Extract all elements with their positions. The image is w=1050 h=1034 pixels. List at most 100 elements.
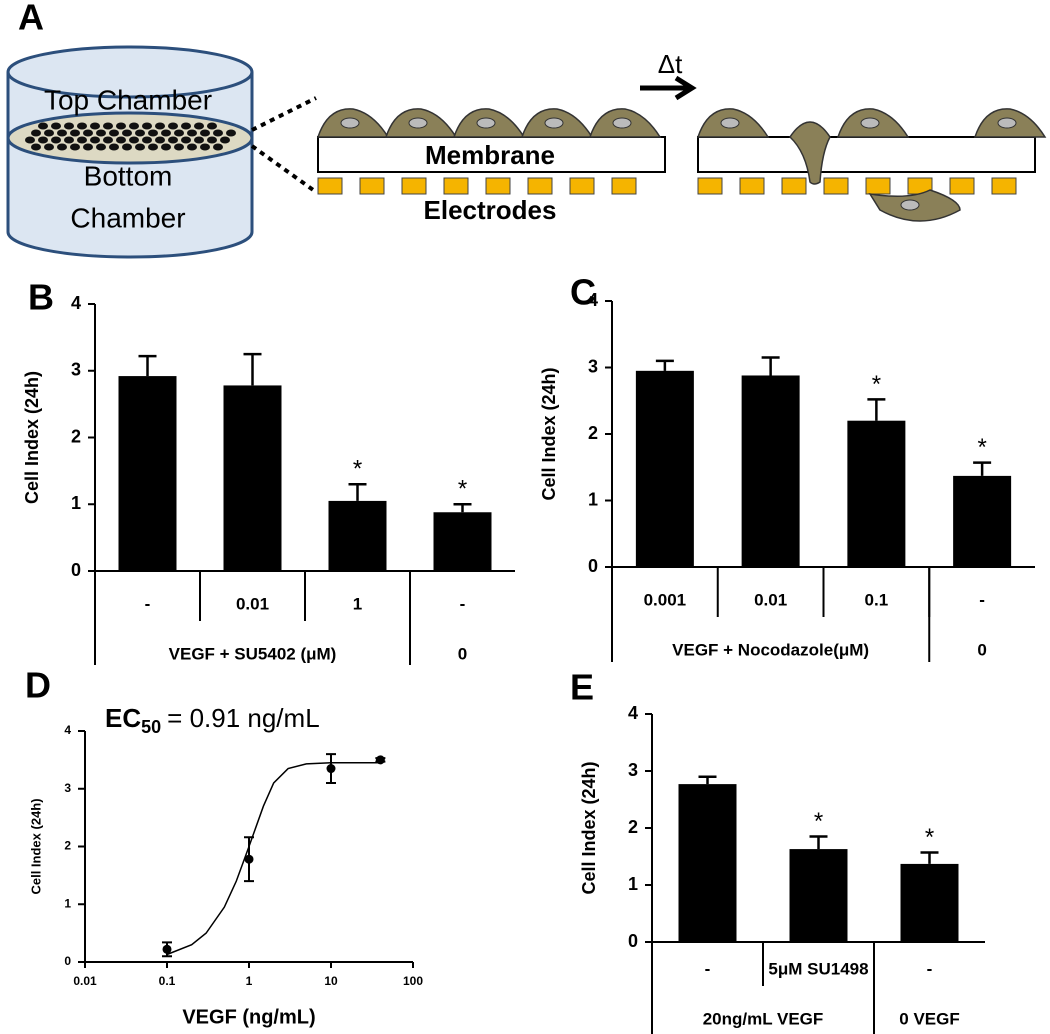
y-tick-label: 1 [64, 896, 71, 910]
pore [51, 136, 61, 144]
pore [181, 122, 191, 130]
panel-label: D [25, 665, 51, 706]
error-bar [809, 835, 828, 850]
x-tick-label: 0.01 [73, 974, 97, 988]
pore [142, 136, 152, 144]
pore [174, 143, 184, 151]
pore [109, 143, 119, 151]
y-tick-label: 1 [588, 489, 598, 509]
significance: * [872, 371, 881, 398]
pore [96, 143, 106, 151]
panel-a: A Top Chamber Bottom Chamber Membrane El… [6, 0, 1047, 259]
pore [44, 129, 54, 137]
pore [207, 136, 217, 144]
cells [316, 108, 1047, 222]
bar [847, 420, 906, 567]
y-axis-label: Cell Index (24h) [28, 798, 43, 894]
electrode [949, 177, 975, 195]
pore [168, 122, 178, 130]
pore [148, 143, 158, 151]
electrode [485, 177, 511, 195]
pore [187, 129, 197, 137]
x-tick-label: 0.1 [865, 590, 889, 609]
pore [174, 129, 184, 137]
label: Membrane [425, 140, 555, 170]
x-tick-label: 0.1 [159, 974, 176, 988]
membrane [317, 136, 666, 173]
x-tick-label: 10 [324, 974, 338, 988]
pore [64, 122, 74, 130]
nucleus [900, 199, 920, 211]
electrode [443, 177, 469, 195]
y-axis-label: Cell Index (24h) [579, 761, 599, 894]
pore [51, 122, 61, 130]
panel-label: B [28, 277, 54, 318]
x-tick-label: - [145, 594, 151, 613]
label: Electrodes [424, 195, 557, 225]
pore [129, 136, 139, 144]
group-label: 20ng/mL VEGF [703, 1009, 824, 1028]
x-tick-label: 100 [403, 974, 423, 988]
y-tick-label: 3 [628, 760, 638, 780]
y-tick-label: 0 [628, 931, 638, 951]
pore [181, 136, 191, 144]
pore [38, 122, 48, 130]
bar [433, 512, 492, 571]
zoom-line [250, 144, 318, 194]
pore [200, 129, 210, 137]
group-label: 0 VEGF [899, 1009, 959, 1028]
pore [207, 122, 217, 130]
chamber-top [6, 45, 254, 99]
point [162, 944, 172, 954]
y-tick-label: 0 [71, 560, 81, 580]
y-axis-label: Cell Index (24h) [539, 367, 559, 500]
arrow [640, 75, 697, 101]
pore [57, 143, 67, 151]
significance: * [458, 476, 467, 503]
bar [900, 863, 959, 942]
error-bar [348, 482, 367, 501]
electrodes [317, 177, 1017, 195]
pore [25, 136, 35, 144]
point [326, 764, 336, 774]
y-tick-label: 3 [64, 781, 71, 795]
nucleus [544, 117, 564, 129]
electrode [569, 177, 595, 195]
pore [168, 136, 178, 144]
pore [220, 136, 230, 144]
bar [953, 475, 1012, 567]
y-tick-label: 2 [588, 423, 598, 443]
error-bar [655, 359, 674, 371]
y-tick-label: 4 [588, 290, 598, 310]
x-tick-label: 5μM SU1498 [768, 959, 868, 978]
pore [213, 143, 223, 151]
membrane [697, 136, 1036, 173]
pore [135, 143, 145, 151]
pore [90, 122, 100, 130]
x-tick-label: - [979, 590, 985, 609]
point [375, 755, 385, 765]
error-bar [973, 461, 992, 476]
error-bar [920, 851, 939, 864]
y-tick-label: 0 [588, 556, 598, 576]
pore [129, 122, 139, 130]
y-tick-label: 2 [628, 817, 638, 837]
electrode [781, 177, 807, 195]
nucleus [997, 117, 1017, 129]
pore [135, 129, 145, 137]
error-bar [243, 352, 262, 386]
title-main: EC [105, 703, 141, 733]
pore [122, 129, 132, 137]
x-tick-label: 0.01 [754, 590, 787, 609]
bar [789, 849, 848, 942]
label: Δt [658, 49, 683, 79]
zoom-line [251, 96, 317, 132]
electrode [739, 177, 765, 195]
bar [223, 385, 282, 571]
pore [96, 129, 106, 137]
y-tick-label: 4 [628, 703, 638, 723]
bar [328, 500, 387, 571]
pore [38, 136, 48, 144]
pore [187, 143, 197, 151]
